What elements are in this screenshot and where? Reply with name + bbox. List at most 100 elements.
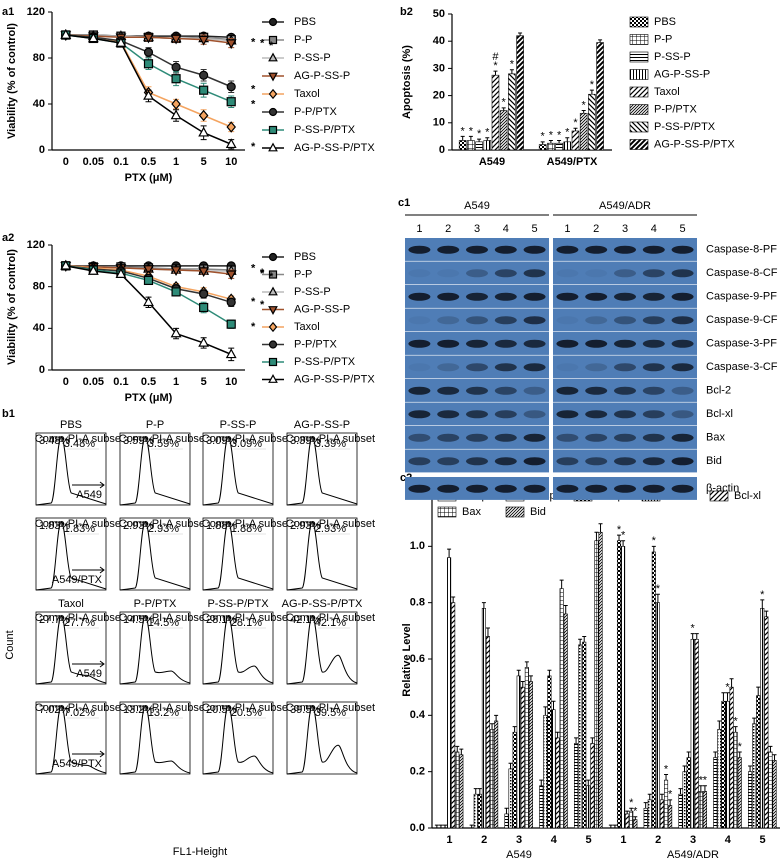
error-bar <box>555 731 560 738</box>
error-bar <box>725 692 730 702</box>
lane-label: 4 <box>651 223 657 235</box>
arrow <box>72 750 105 758</box>
blot-band <box>642 339 665 348</box>
blot-band <box>614 386 636 395</box>
percent-label: 2.93% <box>123 520 154 532</box>
blot-band <box>466 269 488 278</box>
marker <box>171 98 181 110</box>
x-tick-label: 2 <box>481 834 487 846</box>
error-bar <box>539 779 544 786</box>
bar <box>621 546 626 829</box>
error-bar <box>509 69 514 74</box>
blot-band <box>408 363 431 372</box>
legend-label: AG-P-SS-P/PTX <box>654 138 735 150</box>
error-bar <box>590 737 595 744</box>
legend-label: P-SS-P <box>294 286 331 298</box>
gate-percent: 3.59% <box>148 438 179 450</box>
significance: * <box>251 321 256 333</box>
error-bar <box>717 720 722 730</box>
blot-band <box>523 386 546 395</box>
significance: * <box>541 131 546 143</box>
legend-label: P-P <box>654 33 672 45</box>
blot-band <box>556 363 579 372</box>
percent-label: 1.83% <box>39 520 70 532</box>
marker <box>143 47 154 57</box>
panel-label: b1 <box>2 408 15 420</box>
blot-band <box>408 316 431 325</box>
y-axis-label: Apoptosis (%) <box>401 45 413 119</box>
bar <box>633 819 638 829</box>
marker <box>225 138 237 149</box>
bar <box>694 638 699 829</box>
significance: * <box>691 623 696 635</box>
significance: * <box>565 127 570 139</box>
bar <box>655 602 660 829</box>
protein-label: Bcl-2 <box>706 385 731 397</box>
blot-band <box>585 339 608 348</box>
histogram-curve <box>119 521 191 591</box>
lane-label: 4 <box>503 223 509 235</box>
marker <box>143 275 154 286</box>
legend-label: PBS <box>294 16 316 28</box>
protein-label: Bcl-xl <box>706 408 733 420</box>
legend-marker <box>268 125 278 135</box>
blot-band <box>494 245 517 254</box>
blot-band <box>466 410 488 419</box>
lane-label: 1 <box>564 223 570 235</box>
y-tick-label: 40 <box>33 322 45 334</box>
blot-band <box>671 410 694 419</box>
gate-label: Comp-PI-A subset <box>286 702 375 714</box>
legend-label: Bcl-xl <box>734 490 761 502</box>
lane-label: 5 <box>532 223 538 235</box>
y-tick-label: 120 <box>27 239 45 251</box>
bar <box>473 793 478 829</box>
blot-band <box>556 269 579 278</box>
error-bar <box>698 785 703 792</box>
gate-percent: 2.93% <box>315 523 346 535</box>
bar <box>508 768 513 829</box>
blot-band <box>466 292 488 301</box>
error-bar <box>690 633 695 640</box>
bar <box>571 130 580 151</box>
legend-marker <box>268 252 278 262</box>
blot-band <box>466 457 488 466</box>
legend-swatch <box>629 121 649 133</box>
significance: * <box>493 60 498 72</box>
blot-band <box>671 457 694 466</box>
bar <box>760 607 765 829</box>
error-bar <box>694 633 699 640</box>
error-bar <box>655 593 660 603</box>
lane-label: 5 <box>680 223 686 235</box>
bar <box>485 636 491 829</box>
marker <box>87 32 99 43</box>
blot-band <box>466 433 488 442</box>
significance: * <box>725 682 730 694</box>
significance: * <box>510 59 515 71</box>
x-tick-label: 0.5 <box>141 156 156 168</box>
y-tick-label: 20 <box>433 90 445 102</box>
significance: * <box>652 535 657 547</box>
error-bar <box>682 765 687 772</box>
x-tick-label: 5 <box>586 834 592 846</box>
error-bar <box>559 579 564 589</box>
significance: * <box>633 806 638 818</box>
legend-label: AG-P-SS-P <box>294 70 350 82</box>
marker <box>199 302 209 313</box>
blot-band <box>437 457 460 466</box>
error-bar <box>563 604 568 614</box>
gate-percent: 13.2% <box>148 707 179 719</box>
marker <box>198 267 210 278</box>
error-bar <box>481 602 486 609</box>
blot-band <box>642 316 665 325</box>
legend-label: AG-P-SS-P/PTX <box>294 142 375 154</box>
blot-band <box>614 292 636 301</box>
significance: * <box>269 40 274 52</box>
blot-band <box>466 484 488 493</box>
bar <box>559 588 564 829</box>
bar <box>764 616 769 829</box>
blot-band <box>466 316 488 325</box>
histogram-title: P-SS-P <box>220 419 257 431</box>
x-axis-label: PTX (μM) <box>125 392 173 404</box>
bar <box>737 757 742 829</box>
legend-swatch <box>505 506 525 518</box>
